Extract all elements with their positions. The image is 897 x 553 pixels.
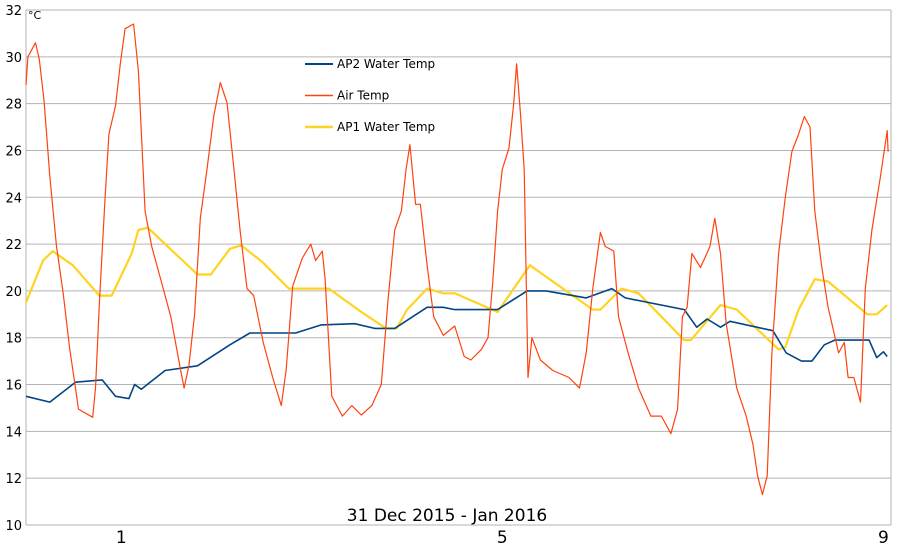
- y-tick-label: 12: [5, 472, 22, 487]
- x-axis-title: 31 Dec 2015 - Jan 2016: [347, 506, 547, 526]
- y-axis-tick-labels: 10 12 14 16 18 20 22 24 26 28 30 32: [5, 4, 22, 534]
- y-tick-label: 24: [5, 191, 22, 206]
- series-line-ap1-water-temp: [24, 226, 888, 351]
- y-tick-label: 32: [5, 4, 22, 19]
- x-tick-label: 5: [497, 528, 508, 548]
- series-line-ap2-water-temp: [25, 287, 888, 403]
- y-tick-label: 30: [5, 51, 22, 66]
- y-tick-label: 16: [5, 379, 22, 394]
- gridlines: [25, 9, 892, 526]
- x-tick-label: 9: [878, 528, 889, 548]
- y-tick-label: 18: [5, 332, 22, 347]
- y-axis-unit-label: °C: [28, 9, 42, 22]
- legend: AP2 Water Temp Air Temp AP1 Water Temp: [305, 57, 435, 134]
- y-tick-label: 20: [5, 285, 22, 300]
- y-tick-label: 22: [5, 238, 22, 253]
- legend-label: AP1 Water Temp: [337, 120, 435, 134]
- y-tick-label: 26: [5, 144, 22, 159]
- y-tick-label: 10: [5, 519, 22, 534]
- x-tick-label: 1: [116, 528, 127, 548]
- x-axis-tick-labels: 1 5 9: [116, 528, 889, 548]
- series-lines: [24, 23, 889, 496]
- y-tick-label: 14: [5, 425, 22, 440]
- legend-label: Air Temp: [337, 89, 389, 103]
- y-tick-label: 28: [5, 98, 22, 113]
- legend-label: AP2 Water Temp: [337, 57, 435, 71]
- series-line-air-temp: [25, 23, 889, 496]
